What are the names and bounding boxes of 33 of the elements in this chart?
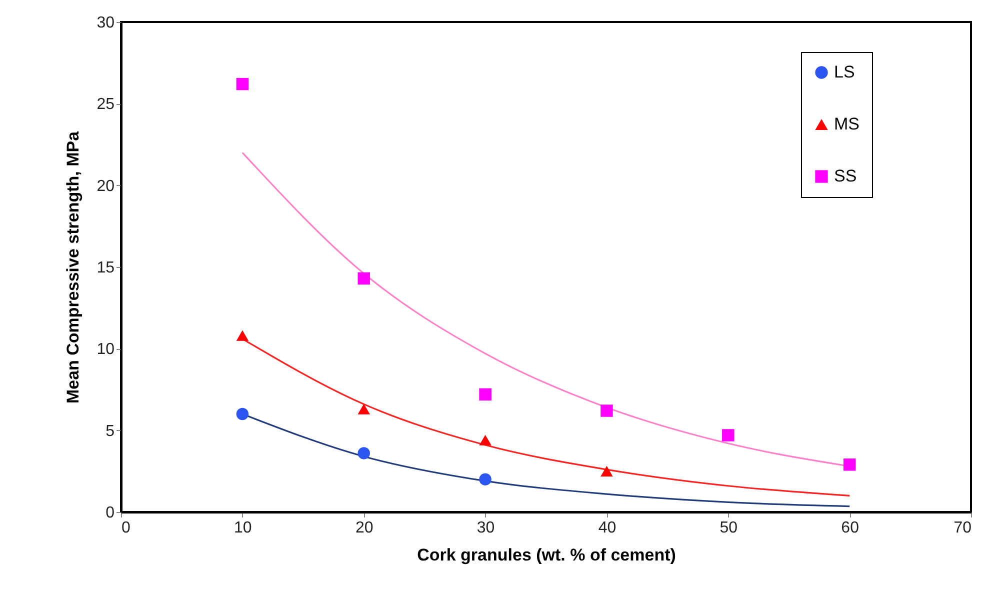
legend-label: SS — [834, 166, 857, 186]
point — [600, 466, 613, 476]
point — [236, 330, 249, 341]
x-tick-label: 60 — [841, 520, 860, 536]
point — [479, 473, 492, 486]
point — [479, 388, 492, 401]
point — [722, 429, 734, 442]
y-tick-label: 5 — [106, 422, 115, 440]
x-tick-label: 70 — [954, 520, 972, 536]
x-tick-label: 30 — [476, 520, 495, 536]
x-tick-label: 10 — [234, 520, 252, 536]
point — [600, 404, 613, 417]
point — [358, 447, 370, 460]
x-tick-label: 40 — [598, 520, 616, 536]
point — [358, 272, 370, 285]
legend-label: MS — [834, 114, 860, 134]
y-axis-title: Mean Compressive strength, MPa — [64, 130, 83, 404]
point — [236, 78, 249, 90]
x-tick-label: 20 — [355, 520, 374, 536]
y-tick-label: 10 — [96, 341, 115, 358]
y-tick-label: 30 — [96, 14, 115, 32]
y-tick-label: 25 — [96, 96, 115, 114]
point — [236, 408, 249, 420]
x-tick-label: 50 — [720, 520, 738, 536]
point — [358, 404, 370, 414]
x-tick-label: 0 — [122, 520, 130, 536]
y-tick-label: 0 — [106, 504, 115, 522]
x-axis-title: Cork granules (wt. % of cement) — [417, 546, 676, 564]
legend-label: LS — [834, 62, 855, 82]
point — [843, 458, 856, 471]
y-tick-label: 20 — [96, 178, 115, 195]
point — [479, 434, 492, 446]
y-tick-label: 15 — [96, 260, 115, 276]
